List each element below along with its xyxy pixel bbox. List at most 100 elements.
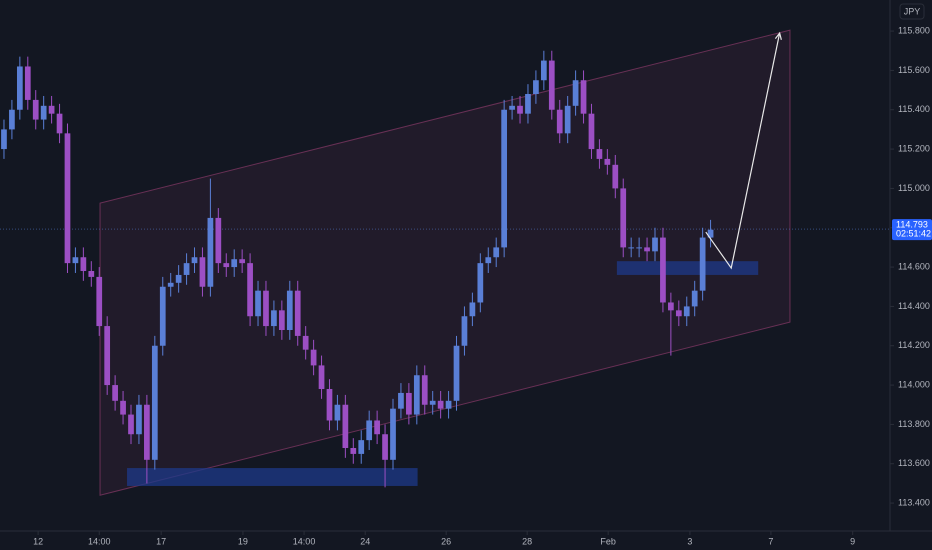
candle-body [104, 326, 111, 386]
candle-body [461, 316, 468, 346]
x-tick-label: 9 [850, 536, 855, 546]
candle-body [525, 94, 531, 114]
candle-body [548, 60, 555, 110]
y-tick-label: 115.400 [898, 104, 930, 114]
candle-body [707, 229, 714, 238]
candle-body [398, 392, 404, 409]
candle-body [183, 263, 190, 275]
countdown-label: 02:51:42 [896, 228, 931, 238]
candle-body [40, 105, 47, 120]
candle-body [207, 217, 214, 287]
candle-body [485, 257, 492, 264]
y-tick-label: 114.000 [898, 379, 930, 389]
x-tick-label: 19 [238, 536, 248, 546]
candle-body [628, 247, 635, 249]
candle-body [263, 290, 269, 327]
candle-body [469, 302, 476, 317]
candle-body [302, 335, 309, 350]
x-tick-label: Feb [600, 536, 616, 546]
candle-body [136, 404, 142, 435]
candle-body [572, 80, 579, 106]
arrow-head [774, 31, 782, 40]
channel [99, 29, 791, 496]
x-tick-label: 7 [768, 536, 773, 546]
candle-body [421, 375, 428, 405]
x-tick-label: 26 [441, 536, 451, 546]
candle-body [64, 133, 71, 264]
candle-body [445, 400, 452, 409]
candle-body [429, 400, 436, 405]
candle-body [683, 306, 690, 317]
x-tick-label: 3 [687, 536, 692, 546]
candle-body [437, 400, 444, 409]
candle-body [596, 149, 603, 159]
candle-body [128, 414, 134, 435]
support-zone [616, 261, 759, 275]
candle-body [406, 392, 412, 415]
candle-body [56, 113, 63, 134]
candle-body [48, 105, 55, 114]
candle-body [326, 389, 333, 421]
candle-body [556, 109, 563, 134]
last-price-label: 114.793 [896, 219, 928, 229]
candle-body [310, 349, 317, 366]
last-price-badge [892, 219, 932, 241]
candle-body [271, 310, 277, 327]
candle-body [636, 247, 642, 249]
candle-body [239, 259, 246, 264]
y-tick-label: 115.800 [898, 25, 930, 35]
candle-body [382, 434, 388, 460]
x-tick-label: 24 [360, 536, 370, 546]
y-tick-label: 115.000 [898, 183, 930, 193]
y-tick-label: 113.600 [898, 458, 930, 468]
x-tick-label: 28 [522, 536, 532, 546]
x-tick-label: 12 [33, 536, 43, 546]
candle-body [286, 290, 293, 331]
y-tick-label: 114.600 [898, 261, 930, 271]
candle-body [509, 105, 515, 110]
support-zone [127, 468, 418, 486]
candle-body [564, 105, 571, 134]
candle-body [652, 237, 658, 252]
candle-body [24, 66, 31, 100]
candle-body [342, 404, 349, 449]
candle-body [120, 400, 126, 415]
candle-body [255, 290, 261, 317]
y-tick-label: 115.600 [898, 65, 930, 75]
candle-body [334, 404, 341, 421]
candle-body [72, 257, 79, 264]
candle-body [16, 66, 23, 110]
projection-arrow [705, 32, 781, 270]
candle-body [644, 247, 650, 252]
candle-body [699, 237, 706, 291]
y-tick-label: 115.200 [898, 143, 930, 153]
currency-label: JPY [904, 6, 921, 16]
x-tick-label: 14:00 [293, 536, 316, 546]
candle-body [413, 375, 420, 415]
candle-body [604, 158, 611, 165]
candle-body [175, 274, 182, 283]
candle-body [167, 282, 174, 287]
y-tick-label: 113.400 [898, 497, 930, 507]
candle-body [318, 365, 325, 390]
candle-body [215, 217, 222, 264]
candle-body [151, 345, 158, 460]
candle-body [32, 99, 39, 120]
candle-body [294, 290, 301, 336]
candle-body [112, 385, 118, 401]
candle-body [80, 257, 87, 272]
y-tick-label: 113.800 [898, 419, 930, 429]
x-tick-label: 14:00 [88, 536, 111, 546]
y-tick-label: 114.200 [898, 340, 930, 350]
y-tick-label: 114.400 [898, 301, 930, 311]
candle-body [358, 440, 365, 454]
candle-body [533, 80, 539, 95]
candle-body [223, 263, 230, 268]
candle-body [9, 109, 15, 130]
candle-body [231, 259, 238, 268]
candle-body [517, 105, 523, 114]
candle-body [1, 129, 7, 150]
candle-body [675, 310, 682, 317]
currency-box [899, 3, 925, 20]
